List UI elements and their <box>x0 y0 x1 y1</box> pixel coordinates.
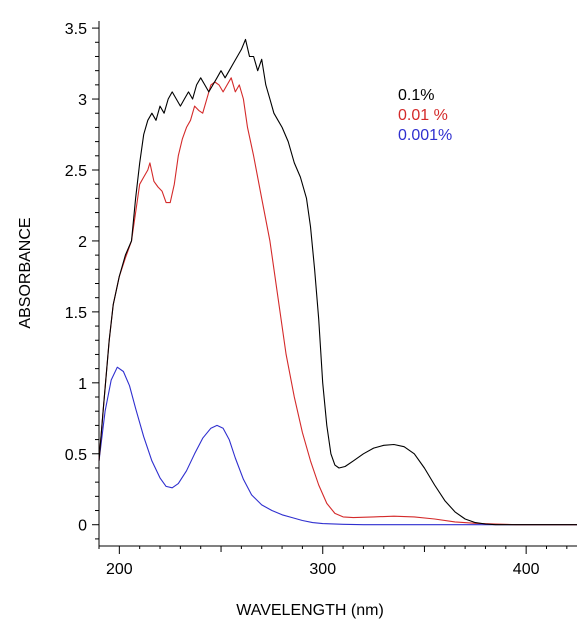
x-tick-label: 300 <box>309 561 336 578</box>
series-line-2 <box>98 77 577 526</box>
series-layer <box>98 38 577 526</box>
legend-entry-3: 0.001% <box>398 127 452 144</box>
x-axis-title: WAVELENGTH (nm) <box>236 602 384 619</box>
series-line-1 <box>98 38 577 526</box>
legend-entry-1: 0.1% <box>398 87 434 104</box>
axes-layer: 0 0.5 1 1.5 2 2.5 3 3.5 200 300 400 <box>65 21 577 578</box>
series-line-3 <box>98 366 577 526</box>
x-tick-label: 200 <box>106 561 133 578</box>
y-tick-label: 2.5 <box>65 163 87 180</box>
legend-entry-2: 0.01 % <box>398 107 448 124</box>
y-tick-label: 1.5 <box>65 305 87 322</box>
y-tick-label: 0 <box>78 518 87 535</box>
x-tick-label: 400 <box>513 561 540 578</box>
y-tick-label: 0.5 <box>65 447 87 464</box>
y-tick-label: 2 <box>78 234 87 251</box>
legend: 0.1% 0.01 % 0.001% <box>398 87 452 144</box>
y-axis-title: ABSORBANCE <box>17 217 34 328</box>
y-tick-label: 3.5 <box>65 21 87 38</box>
y-tick-label: 3 <box>78 92 87 109</box>
y-tick-label: 1 <box>78 376 87 393</box>
